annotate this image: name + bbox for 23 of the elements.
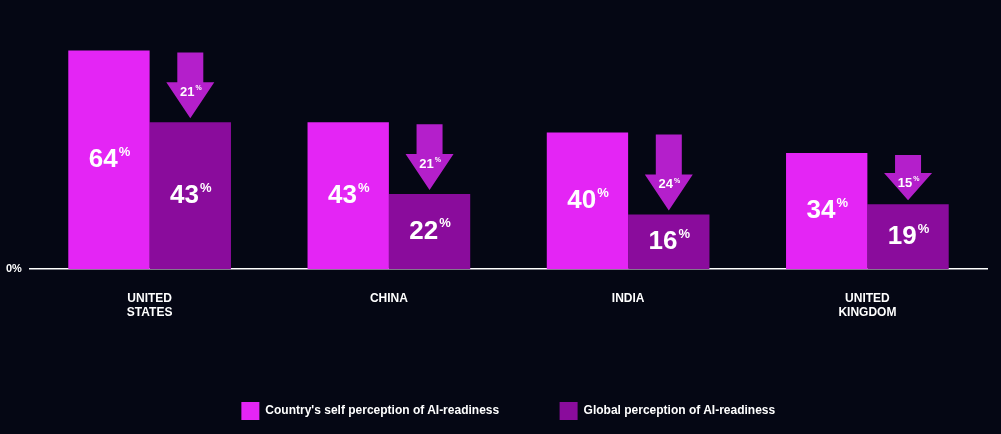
bar	[149, 122, 231, 270]
data-label: 64%	[88, 143, 131, 174]
data-label: 43%	[170, 178, 212, 209]
data-label: 34%	[806, 194, 849, 225]
bar	[307, 122, 389, 270]
bar	[786, 153, 868, 270]
bar	[546, 132, 629, 270]
data-label: 43%	[327, 178, 370, 209]
bar	[628, 214, 710, 270]
legend-label: Country's self perception of AI-readiness	[265, 403, 500, 418]
x-tick-label: UNITED STATES	[126, 290, 173, 320]
data-label: 16%	[648, 225, 691, 256]
x-tick-label: CHINA	[369, 290, 409, 305]
legend-label: Global perception of AI-readiness	[583, 403, 776, 418]
data-label: 40%	[567, 184, 610, 215]
bar	[867, 204, 949, 270]
text: 0%	[6, 262, 23, 275]
bar	[68, 50, 150, 270]
x-tick-label: UNITED KINGDOM	[838, 290, 897, 320]
data-label: 22%	[409, 214, 452, 245]
x-tick-label: INDIA	[611, 290, 645, 305]
data-label: 19%	[887, 219, 930, 250]
bar	[388, 194, 471, 270]
